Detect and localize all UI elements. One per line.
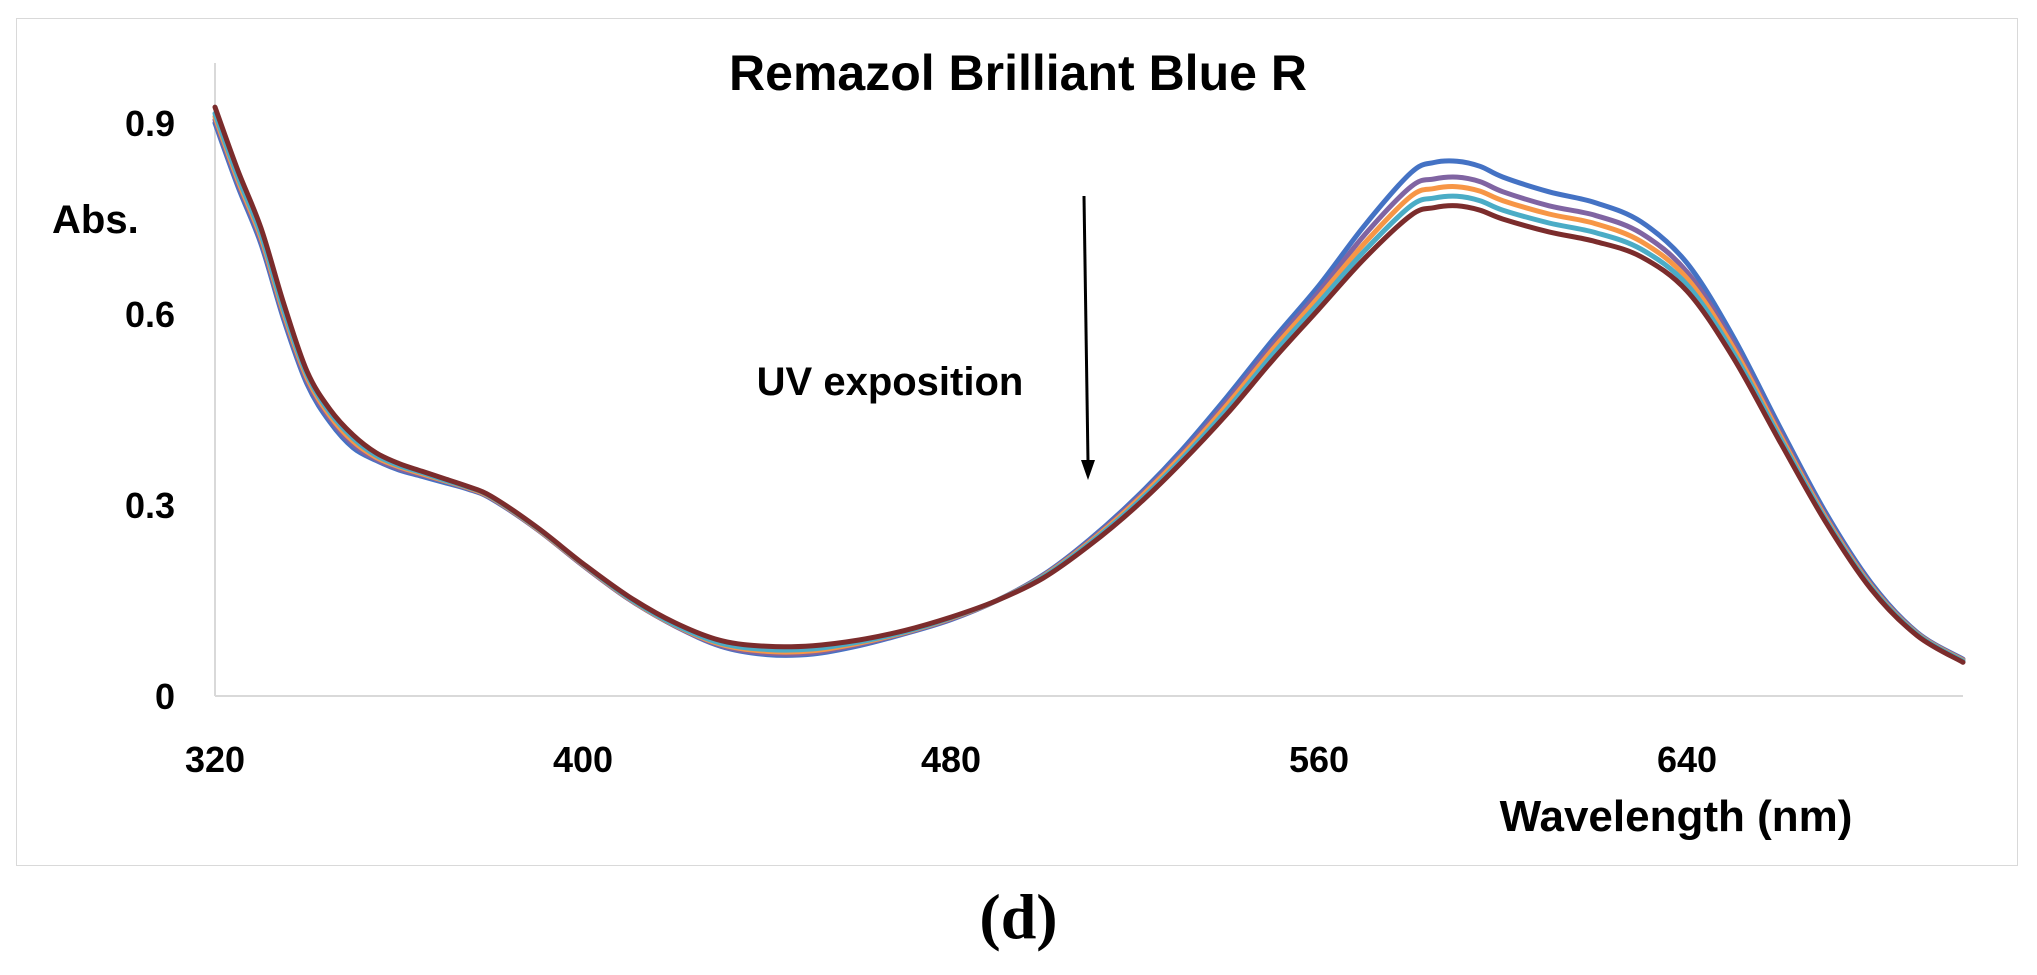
series-line-4 [212,111,1966,664]
panel-label: (d) [979,881,1058,952]
y-tick-label: 0.9 [125,103,175,144]
series-line-1 [212,120,1966,662]
y-axis-label: Abs. [52,198,139,242]
tick-labels: 320 400 480 560 640 0 0.3 0.6 0.9 [125,103,1717,780]
uv-arrow [1081,195,1095,480]
y-tick-label: 0.3 [125,485,175,526]
x-tick-label: 560 [1289,739,1349,780]
series-line-5 [212,104,1966,665]
x-tick-label: 320 [185,739,245,780]
uv-exposition-annotation: UV exposition [757,360,1024,404]
series-line-3 [212,114,1966,663]
axes [214,63,1963,697]
arrow-head [1081,460,1095,480]
x-tick-label: 480 [921,739,981,780]
series-lines [212,104,1966,665]
x-tick-label: 400 [553,739,613,780]
y-tick-label: 0 [155,676,175,717]
x-axis-label: Wavelength (nm) [1500,792,1853,841]
series-line-2 [212,117,1966,663]
x-tick-label: 640 [1657,739,1717,780]
arrow-shaft [1082,195,1090,463]
chart-title: Remazol Brilliant Blue R [729,45,1307,101]
plot-frame [16,18,2018,866]
y-tick-label: 0.6 [125,294,175,335]
